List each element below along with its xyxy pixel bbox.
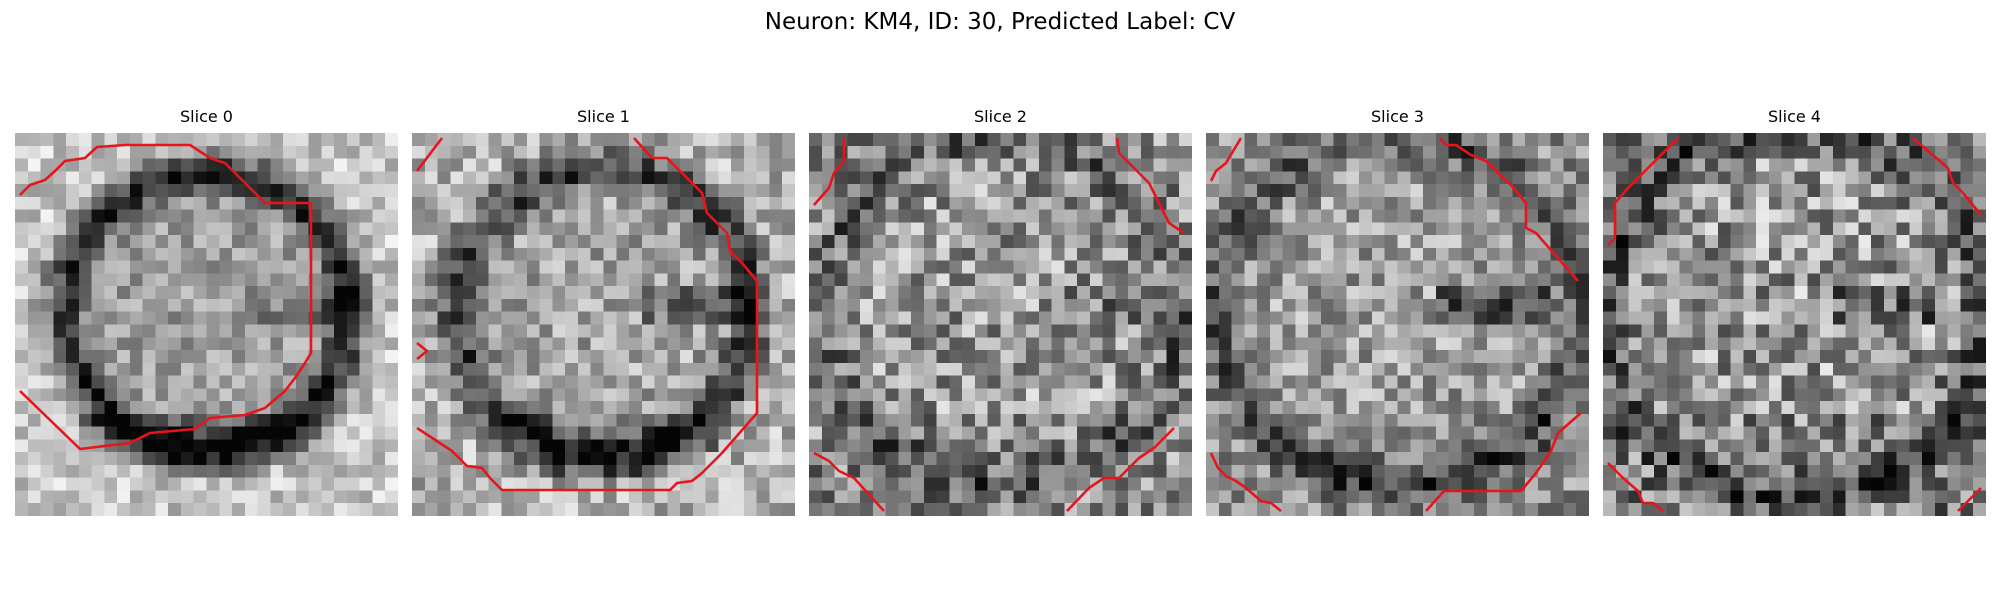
slice-image-1: [412, 133, 795, 516]
slice-title-4: Slice 4: [1768, 107, 1821, 126]
slice-panel-2: Slice 2: [809, 107, 1192, 516]
slice-image-3: [1206, 133, 1589, 516]
slice-panel-3: Slice 3: [1206, 107, 1589, 516]
slice-title-0: Slice 0: [180, 107, 233, 126]
slice-panel-1: Slice 1: [412, 107, 795, 516]
contour-overlay-3: [1209, 137, 1582, 513]
slice-image-4: [1603, 133, 1986, 516]
slice-panel-4: Slice 4: [1603, 107, 1986, 516]
slice-image-0: [15, 133, 398, 516]
slice-title-2: Slice 2: [974, 107, 1027, 126]
slice-title-1: Slice 1: [577, 107, 630, 126]
slice-image-2: [809, 133, 1192, 516]
slice-panel-0: Slice 0: [15, 107, 398, 516]
contour-overlay-4: [1607, 137, 1983, 513]
slice-title-3: Slice 3: [1371, 107, 1424, 126]
contour-overlay-2: [813, 137, 1185, 512]
contour-overlay-1: [415, 137, 759, 492]
contour-overlay-0: [19, 143, 313, 451]
figure-title: Neuron: KM4, ID: 30, Predicted Label: CV: [764, 9, 1236, 35]
